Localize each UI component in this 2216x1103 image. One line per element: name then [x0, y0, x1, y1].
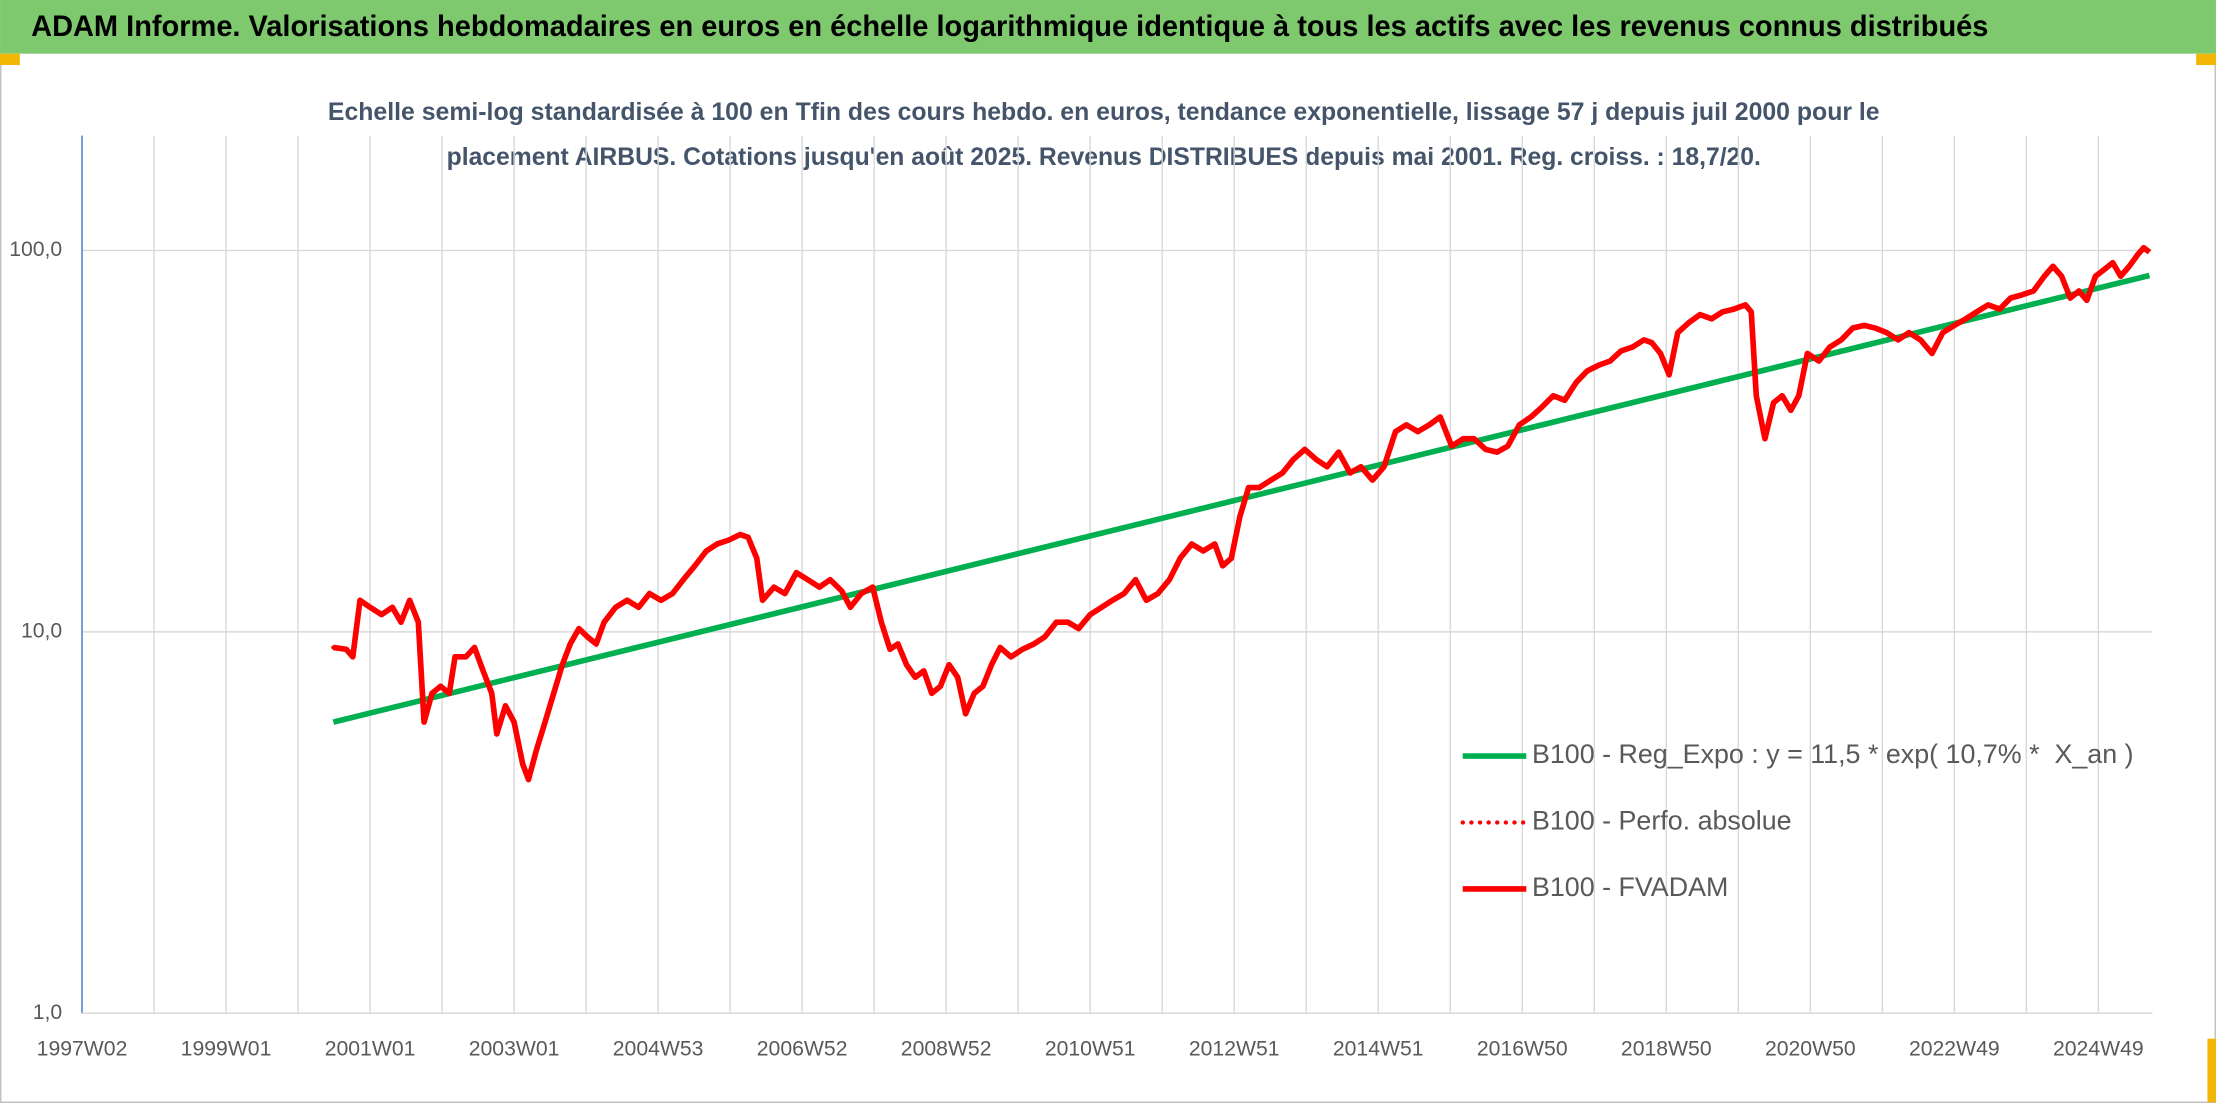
y-tick-label: 1,0 — [33, 1001, 62, 1024]
chart-title: ADAM Informe. Valorisations hebdomadaire… — [31, 10, 1988, 43]
chart-subtitle: placement AIRBUS. Cotations jusqu'en aoû… — [447, 143, 1761, 171]
series-line — [332, 272, 2151, 725]
x-tick-label: 2024W49 — [2053, 1038, 2144, 1061]
plot-area — [331, 244, 2152, 787]
x-tick-label: 2014W51 — [1333, 1038, 1424, 1061]
corner-mark — [2196, 53, 2216, 66]
chart-subtitle: Echelle semi-log standardisée à 100 en T… — [328, 98, 1880, 126]
x-tick-label: 2008W52 — [901, 1038, 992, 1061]
x-tick-label: 2003W01 — [469, 1038, 560, 1061]
corner-mark — [0, 53, 20, 66]
legend-label: B100 - Reg_Expo : y = 11,5 * exp( 10,7% … — [1532, 739, 2134, 769]
title-banner — [0, 0, 2216, 54]
legend: B100 - Reg_Expo : y = 11,5 * exp( 10,7% … — [1460, 739, 2134, 902]
series-line — [332, 244, 2152, 783]
legend-label: B100 - Perfo. absolue — [1532, 806, 1792, 836]
x-tick-label: 2016W50 — [1477, 1038, 1568, 1061]
x-tick-label: 2010W51 — [1045, 1038, 1136, 1061]
y-tick-label: 10,0 — [21, 619, 62, 642]
legend-label: B100 - FVADAM — [1532, 872, 1728, 902]
y-tick-label: 100,0 — [9, 238, 62, 261]
corner-mark — [2207, 1038, 2216, 1103]
grid: 1,0 10,0 100,0 1997W02 1999W01 2001W01 2003W01… — [9, 135, 2153, 1061]
x-tick-label: 1999W01 — [181, 1038, 272, 1061]
x-tick-label: 2018W50 — [1621, 1038, 1712, 1061]
x-tick-label: 2020W50 — [1765, 1038, 1856, 1061]
x-tick-label: 2001W01 — [325, 1038, 416, 1061]
x-tick-label: 2022W49 — [1909, 1038, 2000, 1061]
x-tick-label: 1997W02 — [37, 1038, 128, 1061]
x-tick-label: 2006W52 — [757, 1038, 848, 1061]
x-tick-label: 2012W51 — [1189, 1038, 1280, 1061]
x-tick-label: 2004W53 — [613, 1038, 704, 1061]
